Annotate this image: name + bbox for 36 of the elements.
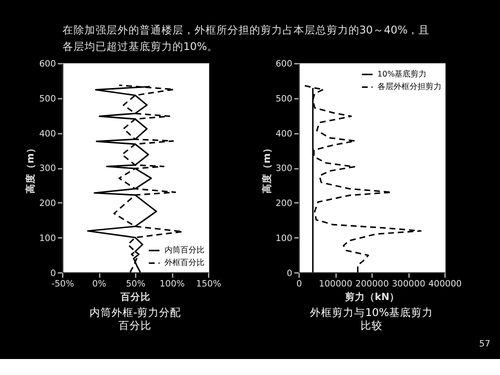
legend-label: 各层外框分担剪力 — [377, 82, 442, 92]
y-tick-label: 200 — [39, 199, 56, 210]
legend-label: 内筒百分比 — [164, 245, 204, 254]
y-axis-title: 高度（m） — [24, 143, 36, 194]
x-tick-label: 100000 — [318, 280, 352, 290]
y-tick-label: 500 — [276, 94, 292, 105]
y-tick-label: 500 — [39, 94, 56, 105]
x-tick-label: 200000 — [355, 280, 389, 290]
x-tick-label: 0% — [92, 280, 106, 290]
y-tick-label: 300 — [276, 164, 292, 174]
y-tick-label: 400 — [39, 129, 56, 140]
x-tick-label: 400000 — [428, 280, 462, 290]
y-tick-label: 400 — [276, 129, 292, 140]
y-tick-label: 300 — [39, 164, 56, 174]
y-tick-label: 600 — [276, 60, 292, 70]
text: 57 — [479, 339, 490, 350]
y-tick-label: 0 — [286, 268, 292, 279]
y-tick-label: 100 — [276, 234, 292, 244]
x-tick-label: 0 — [296, 280, 302, 290]
legend-label: 外框百分比 — [164, 258, 204, 268]
x-tick-label: 50% — [126, 280, 146, 290]
y-tick-label: 600 — [39, 60, 56, 70]
y-tick-label: 100 — [39, 234, 56, 244]
text: 内筒外框-剪力分配百分比 — [89, 306, 182, 332]
x-tick-label: 300000 — [392, 280, 426, 290]
x-axis-title: 剪力（kN） — [344, 291, 400, 304]
x-tick-label: 100% — [160, 280, 185, 290]
x-tick-label: 150% — [196, 280, 222, 290]
text: 在除加强层外的普通楼层，外框所分担的剪力占本层总剪力的30～40%，且各层均已超过基底剪力的10%。 — [62, 24, 430, 54]
x-axis-title: 百分比 — [120, 291, 151, 304]
y-tick-label: 0 — [50, 268, 56, 279]
legend-label: 10%基底剪力 — [377, 69, 427, 78]
text: 外框剪力与10%基底剪力比较 — [310, 306, 433, 332]
y-axis-title: 高度（m） — [260, 143, 273, 194]
x-tick-label: -50% — [51, 280, 74, 290]
y-tick-label: 200 — [276, 199, 292, 210]
